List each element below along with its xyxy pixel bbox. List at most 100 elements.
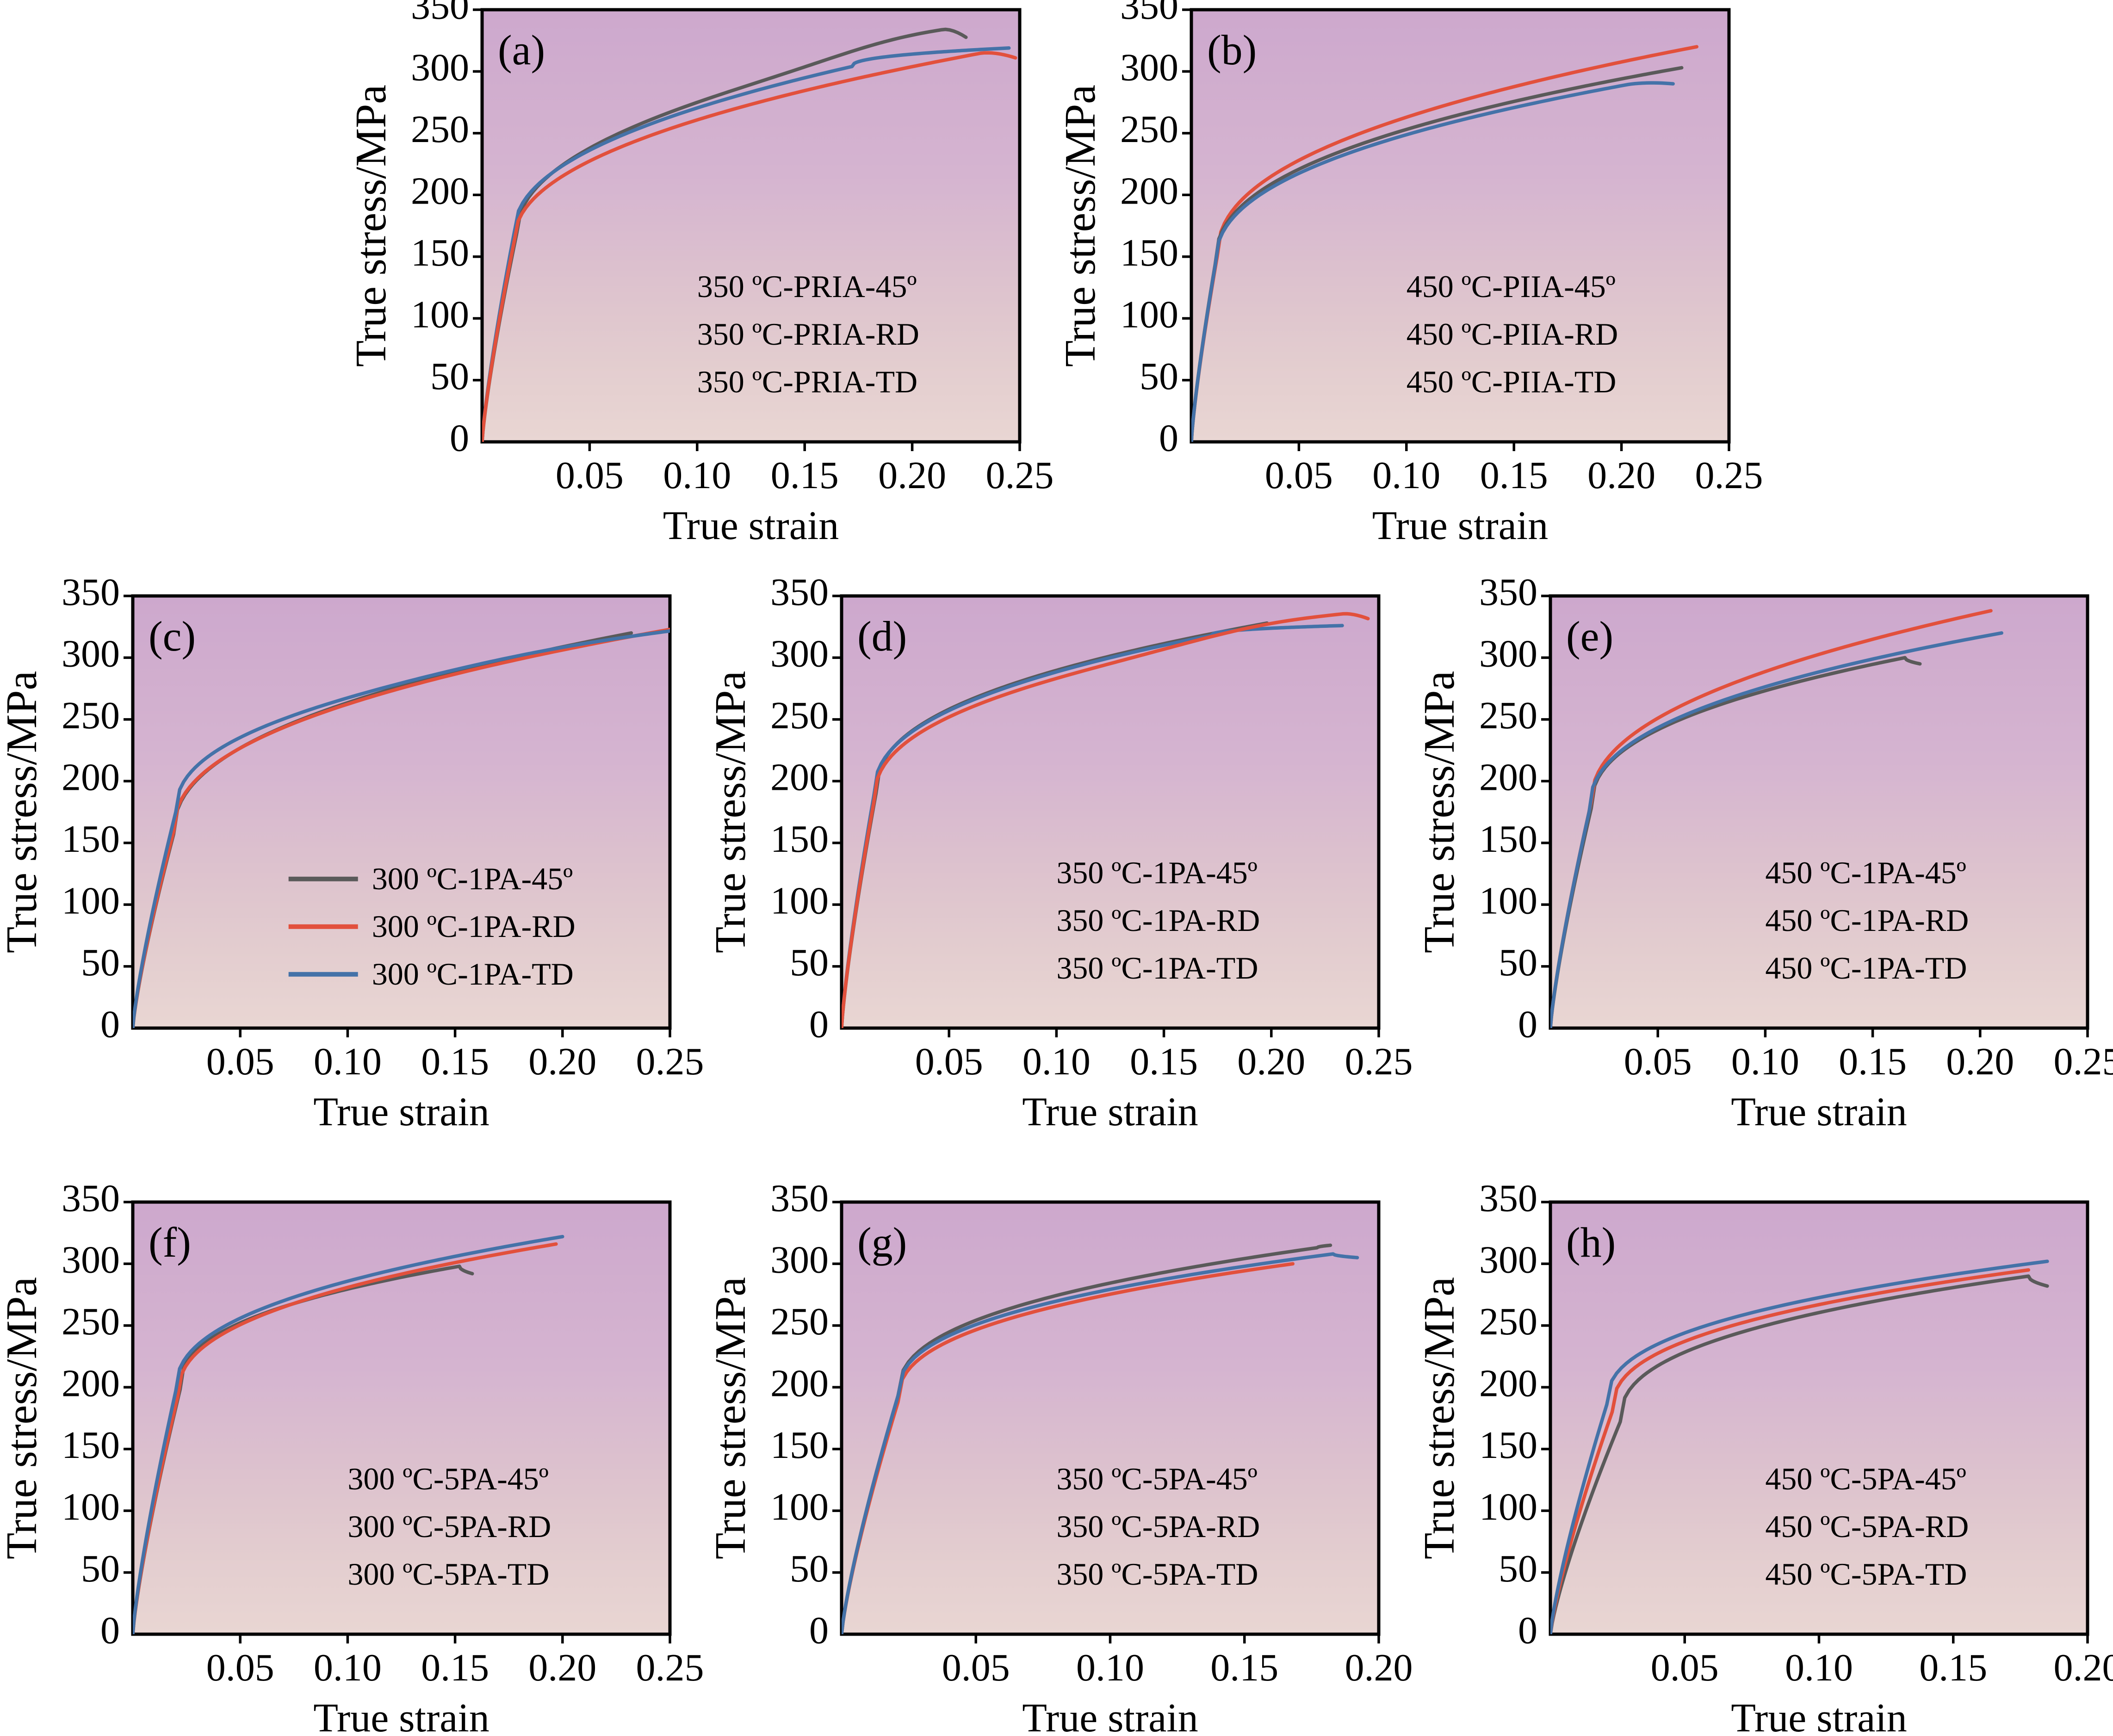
svg-text:(g): (g) [857, 1219, 907, 1266]
svg-text:0.10: 0.10 [314, 1646, 382, 1689]
svg-text:300: 300 [1120, 46, 1178, 89]
svg-text:150: 150 [770, 818, 829, 861]
svg-text:450 ºC-1PA-TD: 450 ºC-1PA-TD [1765, 950, 1967, 986]
svg-text:300 ºC-5PA-TD: 300 ºC-5PA-TD [347, 1556, 549, 1592]
svg-text:0: 0 [1518, 1003, 1537, 1046]
svg-text:(h): (h) [1566, 1219, 1616, 1266]
svg-text:0: 0 [100, 1609, 120, 1652]
svg-text:300: 300 [1479, 632, 1537, 676]
svg-text:300: 300 [62, 1239, 120, 1282]
svg-text:0.05: 0.05 [556, 454, 624, 497]
svg-text:200: 200 [1479, 756, 1537, 799]
svg-text:0.15: 0.15 [421, 1040, 489, 1083]
svg-text:50: 50 [790, 1547, 829, 1590]
svg-text:0.20: 0.20 [878, 454, 946, 497]
svg-text:350 ºC-1PA-RD: 350 ºC-1PA-RD [1056, 903, 1260, 938]
svg-text:100: 100 [62, 879, 120, 922]
svg-text:200: 200 [770, 1362, 829, 1405]
svg-text:300: 300 [770, 1239, 829, 1282]
svg-text:0.05: 0.05 [1651, 1646, 1719, 1689]
svg-text:0.20: 0.20 [2054, 1646, 2113, 1689]
svg-text:50: 50 [81, 1547, 120, 1590]
svg-text:200: 200 [411, 170, 469, 213]
svg-text:450 ºC-PIIA-RD: 450 ºC-PIIA-RD [1407, 316, 1618, 352]
svg-text:350 ºC-PRIA-TD: 350 ºC-PRIA-TD [697, 364, 917, 399]
svg-text:250: 250 [770, 1300, 829, 1343]
svg-text:250: 250 [62, 1300, 120, 1343]
svg-text:300: 300 [1479, 1239, 1537, 1282]
svg-text:250: 250 [1479, 694, 1537, 737]
svg-text:200: 200 [770, 756, 829, 799]
svg-text:0.05: 0.05 [206, 1646, 274, 1689]
svg-text:0.20: 0.20 [1345, 1646, 1413, 1689]
svg-text:0.25: 0.25 [1695, 454, 1763, 497]
svg-text:0.25: 0.25 [986, 454, 1054, 497]
svg-text:300 ºC-5PA-RD: 300 ºC-5PA-RD [347, 1509, 551, 1544]
svg-text:350 ºC-5PA-RD: 350 ºC-5PA-RD [1056, 1509, 1260, 1544]
svg-text:(b): (b) [1207, 26, 1257, 74]
svg-text:0: 0 [809, 1003, 829, 1046]
svg-text:450 ºC-5PA-45º: 450 ºC-5PA-45º [1765, 1461, 1966, 1496]
svg-text:150: 150 [1479, 1424, 1537, 1467]
svg-text:0.25: 0.25 [2054, 1040, 2113, 1083]
svg-text:350: 350 [62, 1177, 120, 1220]
svg-text:0.15: 0.15 [1839, 1040, 1907, 1083]
svg-text:350 ºC-5PA-TD: 350 ºC-5PA-TD [1056, 1556, 1258, 1592]
svg-text:100: 100 [770, 879, 829, 922]
svg-text:0.25: 0.25 [636, 1646, 704, 1689]
svg-text:100: 100 [1479, 879, 1537, 922]
svg-text:50: 50 [790, 941, 829, 984]
svg-text:300: 300 [62, 632, 120, 676]
svg-text:300 ºC-1PA-TD: 300 ºC-1PA-TD [372, 956, 574, 992]
svg-text:450 ºC-1PA-45º: 450 ºC-1PA-45º [1765, 855, 1966, 890]
svg-text:0.05: 0.05 [942, 1646, 1010, 1689]
svg-text:150: 150 [62, 1424, 120, 1467]
svg-text:350: 350 [1479, 570, 1537, 614]
svg-text:0.15: 0.15 [771, 454, 839, 497]
svg-text:200: 200 [62, 756, 120, 799]
svg-text:0.10: 0.10 [1022, 1040, 1091, 1083]
svg-text:350: 350 [1479, 1177, 1537, 1220]
svg-text:250: 250 [1479, 1300, 1537, 1343]
svg-text:350 ºC-5PA-45º: 350 ºC-5PA-45º [1056, 1461, 1258, 1496]
svg-text:0.10: 0.10 [1372, 454, 1440, 497]
svg-text:(c): (c) [149, 613, 196, 660]
svg-text:0: 0 [809, 1609, 829, 1652]
svg-text:250: 250 [770, 694, 829, 737]
svg-text:0: 0 [1518, 1609, 1537, 1652]
svg-text:0.20: 0.20 [528, 1646, 596, 1689]
svg-text:350: 350 [770, 1177, 829, 1220]
svg-text:200: 200 [1120, 170, 1178, 213]
svg-text:100: 100 [62, 1485, 120, 1528]
svg-text:100: 100 [770, 1485, 829, 1528]
svg-text:300: 300 [770, 632, 829, 676]
svg-text:350 ºC-PRIA-RD: 350 ºC-PRIA-RD [697, 316, 919, 352]
svg-text:300 ºC-1PA-RD: 300 ºC-1PA-RD [372, 909, 576, 944]
svg-text:200: 200 [1479, 1362, 1537, 1405]
svg-text:0.25: 0.25 [636, 1040, 704, 1083]
svg-text:(f): (f) [149, 1219, 191, 1266]
svg-text:300: 300 [411, 46, 469, 89]
svg-text:0.10: 0.10 [663, 454, 731, 497]
svg-text:150: 150 [1120, 231, 1178, 274]
svg-text:0.15: 0.15 [421, 1646, 489, 1689]
svg-text:450 ºC-5PA-RD: 450 ºC-5PA-RD [1765, 1509, 1969, 1544]
svg-text:0: 0 [100, 1003, 120, 1046]
svg-text:100: 100 [1120, 293, 1178, 336]
svg-text:0.10: 0.10 [1076, 1646, 1144, 1689]
svg-text:0.15: 0.15 [1919, 1646, 1987, 1689]
svg-text:(e): (e) [1566, 613, 1613, 660]
svg-text:250: 250 [62, 694, 120, 737]
svg-text:0.20: 0.20 [1237, 1040, 1305, 1083]
svg-text:50: 50 [1499, 941, 1537, 984]
svg-text:250: 250 [1120, 108, 1178, 151]
svg-text:350: 350 [1120, 0, 1178, 27]
svg-text:150: 150 [411, 231, 469, 274]
svg-text:250: 250 [411, 108, 469, 151]
svg-text:50: 50 [81, 941, 120, 984]
svg-text:450 ºC-1PA-RD: 450 ºC-1PA-RD [1765, 903, 1969, 938]
svg-text:350 ºC-1PA-45º: 350 ºC-1PA-45º [1056, 855, 1258, 890]
svg-text:350: 350 [770, 570, 829, 614]
svg-text:300 ºC-5PA-45º: 300 ºC-5PA-45º [347, 1461, 549, 1496]
svg-text:0.10: 0.10 [1785, 1646, 1853, 1689]
